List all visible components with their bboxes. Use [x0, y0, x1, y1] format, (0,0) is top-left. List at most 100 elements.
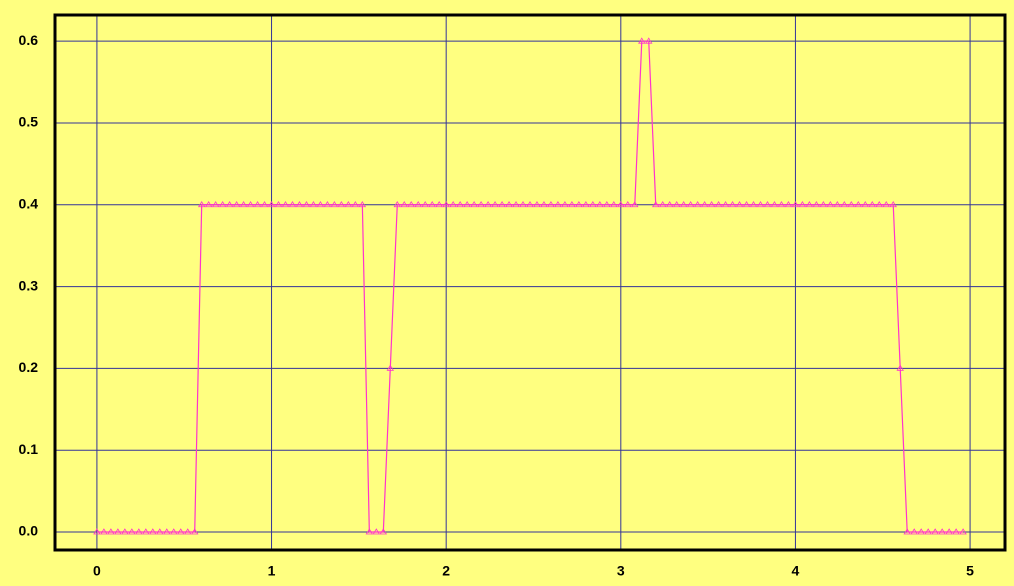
data-marker: [344, 201, 353, 208]
y-tick-label: 0.2: [19, 359, 39, 375]
data-marker: [645, 37, 653, 44]
data-marker: [791, 201, 800, 208]
y-tick-label: 0.1: [19, 441, 39, 457]
data-marker: [407, 201, 415, 208]
data-marker: [386, 364, 395, 371]
data-marker: [728, 201, 737, 208]
data-marker: [854, 201, 863, 208]
data-marker: [428, 201, 436, 208]
data-marker: [742, 201, 751, 208]
data-marker: [575, 201, 583, 208]
data-marker: [959, 528, 967, 535]
data-marker: [770, 201, 779, 208]
data-marker: [652, 201, 660, 208]
data-marker: [533, 201, 541, 208]
data-marker: [631, 201, 639, 208]
data-marker: [868, 201, 876, 208]
data-marker: [163, 528, 171, 535]
y-tick-label: 0.4: [19, 195, 39, 211]
data-marker: [896, 364, 904, 371]
data-marker: [784, 201, 793, 208]
y-tick-label: 0.5: [19, 114, 39, 130]
data-marker: [589, 201, 597, 208]
data-marker: [498, 201, 506, 208]
data-marker: [456, 201, 464, 208]
data-marker: [107, 528, 115, 535]
data-marker: [624, 201, 632, 208]
data-line: [96, 40, 964, 533]
data-marker: [686, 201, 695, 208]
data-marker: [861, 201, 870, 208]
data-marker: [805, 201, 814, 208]
data-marker: [135, 528, 143, 535]
data-marker: [156, 528, 164, 535]
data-marker: [149, 528, 157, 535]
x-tick-label: 0: [93, 563, 101, 579]
data-marker: [393, 201, 401, 208]
data-marker: [763, 201, 772, 208]
data-marker: [309, 201, 318, 208]
data-marker: [400, 201, 408, 208]
data-marker: [267, 201, 276, 208]
x-tick-label: 5: [966, 563, 974, 579]
x-tick-label: 4: [792, 563, 800, 579]
data-marker: [470, 201, 478, 208]
data-marker: [218, 201, 227, 208]
data-marker: [561, 201, 569, 208]
data-marker: [463, 201, 471, 208]
data-marker: [603, 201, 611, 208]
data-marker: [379, 528, 388, 535]
data-marker: [917, 528, 925, 535]
data-marker: [554, 201, 562, 208]
data-marker: [330, 201, 339, 208]
data-marker: [714, 201, 723, 208]
data-marker: [875, 201, 883, 208]
data-marker: [295, 201, 304, 208]
data-marker: [121, 528, 129, 535]
data-marker: [323, 201, 332, 208]
data-marker: [484, 201, 492, 208]
y-tick-label: 0.0: [19, 523, 39, 539]
data-marker: [477, 201, 485, 208]
data-marker: [100, 528, 108, 535]
data-marker: [756, 201, 765, 208]
data-marker: [938, 528, 946, 535]
data-marker: [211, 201, 220, 208]
data-marker: [170, 528, 178, 535]
y-tick-label: 0.3: [19, 277, 39, 293]
data-marker: [749, 201, 758, 208]
data-marker: [351, 201, 360, 208]
data-marker: [638, 37, 646, 44]
data-marker: [547, 201, 555, 208]
plot-frame: [53, 13, 1007, 552]
data-marker: [833, 201, 842, 208]
data-marker: [840, 201, 849, 208]
data-marker: [225, 201, 234, 208]
data-marker: [812, 201, 821, 208]
data-marker: [204, 201, 213, 208]
y-tick-label: 0.6: [19, 32, 39, 48]
data-marker: [882, 201, 890, 208]
data-marker: [777, 201, 786, 208]
data-marker: [526, 201, 534, 208]
data-marker: [302, 201, 311, 208]
data-marker: [735, 201, 744, 208]
data-marker: [421, 201, 429, 208]
data-marker: [414, 201, 422, 208]
data-marker: [910, 528, 918, 535]
data-marker: [952, 528, 960, 535]
data-marker: [945, 528, 953, 535]
data-marker: [232, 201, 241, 208]
data-marker: [372, 528, 381, 535]
data-marker: [617, 201, 625, 208]
data-marker: [337, 201, 346, 208]
data-marker: [672, 201, 681, 208]
data-marker: [435, 201, 443, 208]
data-marker: [177, 528, 185, 535]
data-marker: [197, 201, 206, 208]
data-marker: [190, 528, 199, 535]
x-tick-label: 1: [268, 563, 276, 579]
data-marker: [114, 528, 122, 535]
data-marker: [442, 201, 450, 208]
